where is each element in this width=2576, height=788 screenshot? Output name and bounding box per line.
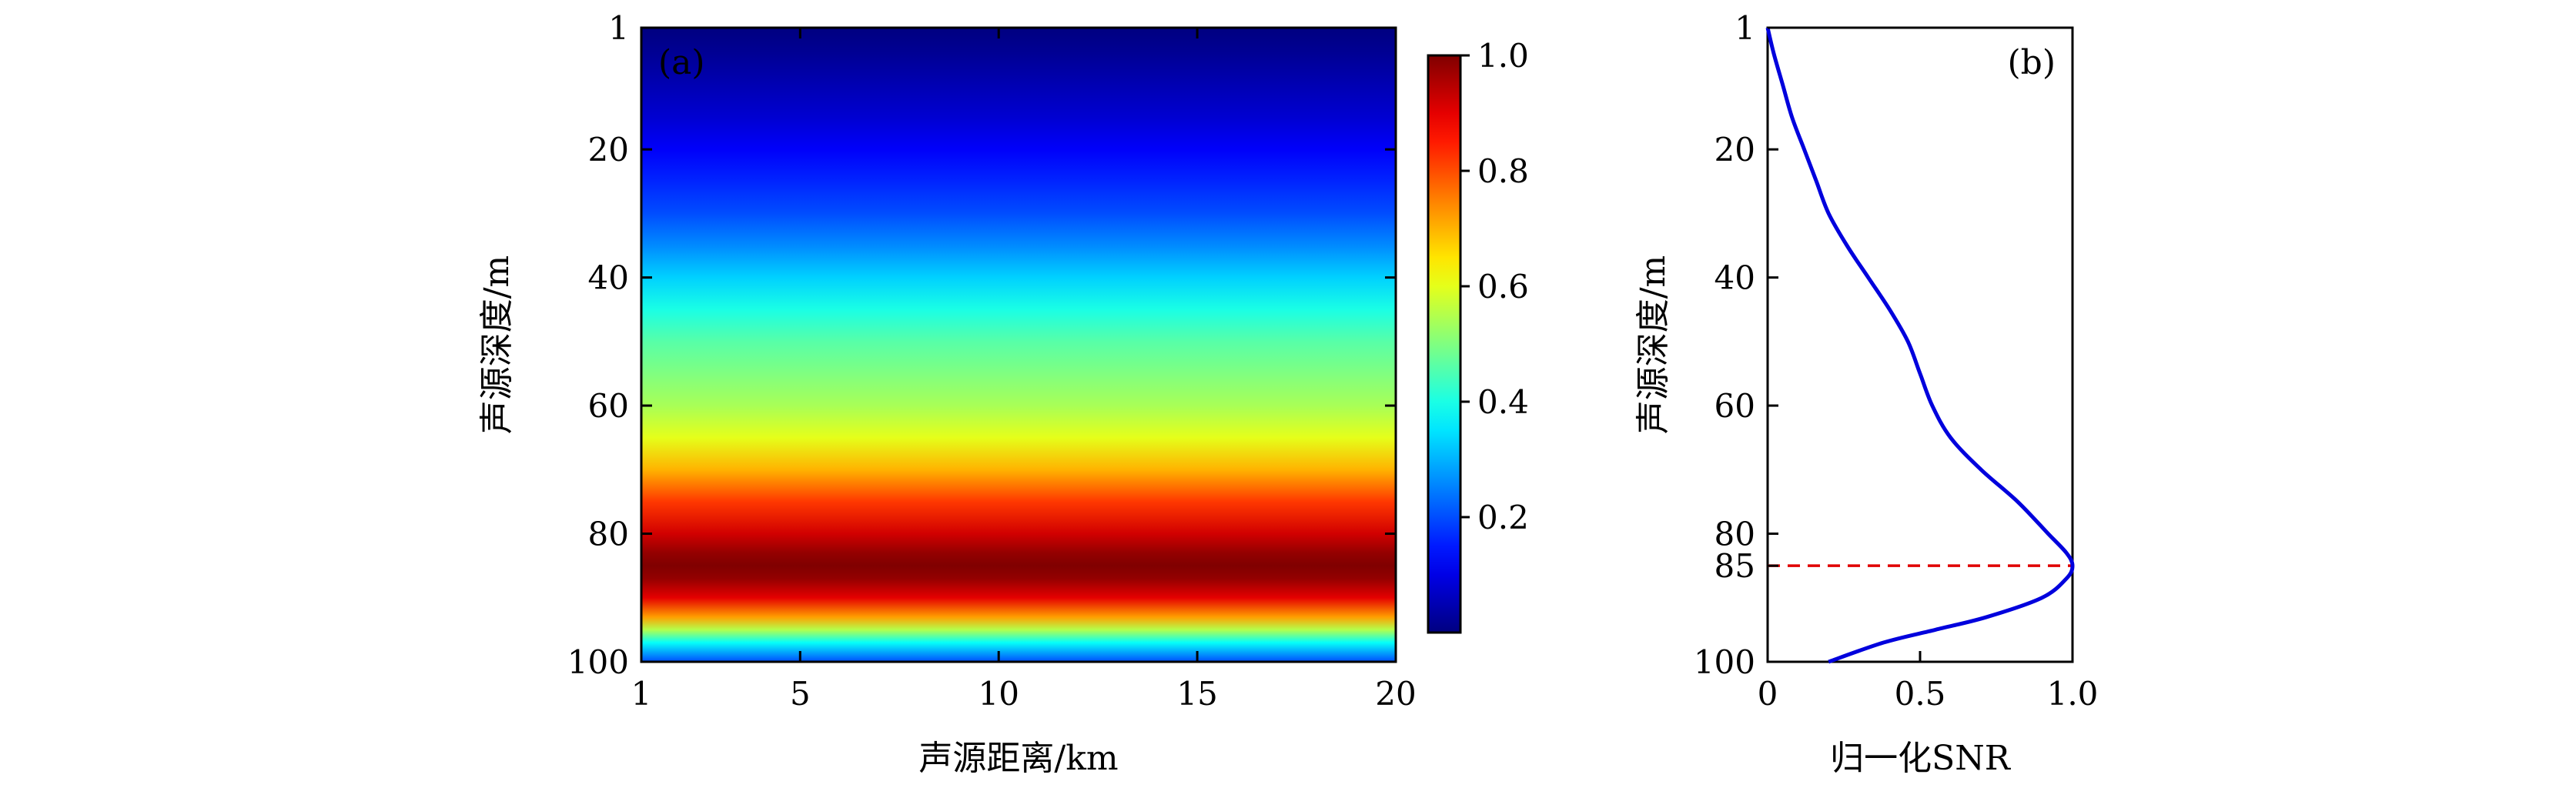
heatmap-x-ticks: 1 5 10 15 20 — [631, 28, 1417, 713]
snr-y-tick-label: 20 — [1715, 131, 1755, 169]
heatmap-frame — [640, 26, 1397, 663]
snr-y-tick-label: 100 — [1694, 643, 1755, 681]
heatmap-x-axis-label: 声源距离/km — [918, 739, 1118, 778]
heatmap-x-tick-label: 20 — [1375, 675, 1416, 713]
snr-y-tick-label: 40 — [1715, 259, 1755, 297]
colorbar-tick-label: 1.0 — [1477, 37, 1529, 75]
colorbar-tick-label: 0.2 — [1477, 499, 1529, 536]
heatmap-y-tick-label: 20 — [588, 131, 629, 169]
snr-y-tick-label: 80 — [1715, 516, 1755, 553]
heatmap-field — [641, 28, 1396, 662]
colorbar-tick-label: 0.4 — [1477, 383, 1529, 421]
heatmap-y-ticks: 1 20 40 60 80 100 — [567, 9, 1396, 681]
heatmap-y-tick-label: 1 — [608, 9, 629, 47]
snr-x-tick-label: 0.5 — [1895, 675, 1946, 713]
heatmap-y-tick-label: 40 — [588, 259, 629, 297]
heatmap-x-tick-label: 15 — [1176, 675, 1217, 713]
snr-y-tick-label: 60 — [1715, 387, 1755, 425]
snr-y-tick-label: 85 — [1715, 547, 1755, 585]
heatmap-y-tick-label: 80 — [588, 516, 629, 553]
colorbar-frame — [1427, 54, 1462, 634]
snr-x-axis-label: 归一化SNR — [1830, 739, 2012, 778]
colorbar-tick-label: 0.6 — [1477, 268, 1529, 306]
snr-x-tick-label: 1.0 — [2047, 675, 2099, 713]
colorbar: 0.2 0.4 0.6 0.8 1.0 — [1427, 37, 1529, 634]
snr-y-axis-label: 声源深度/m — [1634, 255, 1673, 435]
heatmap-x-tick-label: 10 — [978, 675, 1019, 713]
heatmap-x-tick-label: 1 — [631, 675, 652, 713]
snr-curve — [1765, 27, 2075, 664]
snr-x-tick-label: 0 — [1758, 675, 1778, 713]
heatmap-y-tick-label: 60 — [588, 387, 629, 425]
heatmap-y-axis-label: 声源深度/m — [477, 255, 517, 435]
colorbar-ticks: 0.2 0.4 0.6 0.8 1.0 — [1460, 37, 1529, 536]
heatmap-y-tick-label: 100 — [567, 643, 629, 681]
snr-x-ticks: 0 0.5 1.0 — [1758, 651, 2099, 713]
heatmap-panel-label: (a) — [658, 43, 705, 82]
snr-y-tick-label: 1 — [1735, 9, 1755, 47]
colorbar-gradient — [1428, 55, 1460, 633]
heatmap-x-tick-label: 5 — [790, 675, 811, 713]
colorbar-tick-label: 0.8 — [1477, 152, 1529, 190]
snr-panel-label: (b) — [2008, 43, 2056, 82]
